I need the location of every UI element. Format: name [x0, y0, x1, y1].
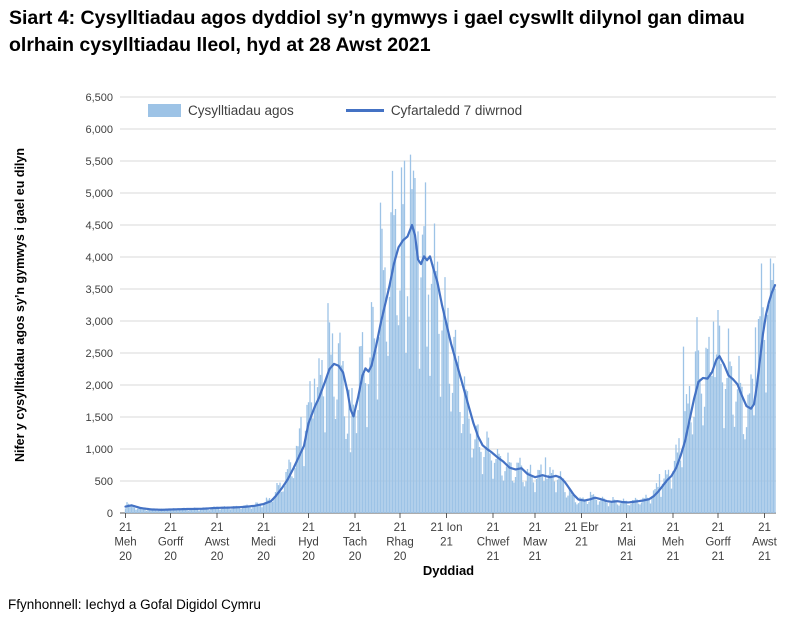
y-tick-label: 1,500 [85, 412, 113, 424]
x-tick-label: 20 [119, 551, 132, 563]
x-tick-label: Awst [752, 537, 778, 549]
x-tick-label: 21 [712, 522, 725, 534]
x-tick-label: 20 [394, 551, 407, 563]
x-tick-label: 21 [349, 522, 362, 534]
x-tick-label: Mai [617, 537, 636, 549]
bar-series-swatch [148, 104, 181, 117]
x-tick-label: 21 [620, 551, 633, 563]
x-tick-label: 21 [302, 522, 315, 534]
x-tick-label: 20 [257, 551, 270, 563]
x-tick-label: 20 [211, 551, 224, 563]
y-tick-label: 1,000 [85, 444, 113, 456]
x-tick-label: Hyd [298, 537, 318, 549]
x-tick-label: 21 [667, 522, 680, 534]
x-tick-label: 21 [211, 522, 224, 534]
x-axis-title: Dyddiad [422, 563, 475, 578]
x-tick-label: 21 [440, 537, 453, 549]
legend-bars-label: Cysylltiadau agos [188, 103, 294, 118]
y-tick-label: 3,000 [85, 316, 113, 328]
x-tick-label: 21 [529, 551, 542, 563]
x-tick-label: 21 [487, 551, 500, 563]
x-tick-label: Awst [205, 537, 231, 549]
y-tick-label: 4,500 [85, 220, 113, 232]
x-tick-label: 21 [394, 522, 407, 534]
x-tick-label: Gorff [705, 537, 731, 549]
x-tick-label: Maw [523, 537, 548, 549]
legend-item-bars: Cysylltiadau agos [148, 103, 294, 118]
x-tick-label: Meh [662, 537, 684, 549]
legend: Cysylltiadau agos Cyfartaledd 7 diwrnod [148, 103, 522, 118]
x-tick-label: 20 [164, 551, 177, 563]
y-tick-label: 0 [107, 508, 113, 520]
chart-title: Siart 4: Cysylltiadau agos dyddiol sy’n … [9, 7, 745, 56]
x-tick-label: 21 [575, 537, 588, 549]
x-tick-label: 21 [758, 551, 771, 563]
y-tick-label: 5,000 [85, 188, 113, 200]
x-tick-label: 21 [257, 522, 270, 534]
legend-item-line: Cyfartaledd 7 diwrnod [345, 103, 523, 118]
y-tick-label: 4,000 [85, 252, 113, 264]
x-tick-label: 21 [164, 522, 177, 534]
x-tick-label: Chwef [477, 537, 510, 549]
x-tick-label: 21 [529, 522, 542, 534]
x-tick-label: Medi [251, 537, 276, 549]
y-axis-title: Nifer y cysylltiadau agos sy’n gymwys i … [13, 148, 27, 463]
daily-bars-series [124, 154, 776, 513]
y-tick-label: 6,500 [85, 92, 113, 104]
x-tick-label: 21 [487, 522, 500, 534]
x-tick-label: 21 [667, 551, 680, 563]
avg-line-series [124, 223, 777, 511]
x-tick-label: Gorff [158, 537, 184, 549]
x-tick-label: 20 [349, 551, 362, 563]
line-series-swatch [345, 109, 384, 112]
y-tick-label: 5,500 [85, 156, 113, 168]
source-note: Ffynhonnell: Iechyd a Gofal Digidol Cymr… [8, 597, 261, 612]
legend-line-label: Cyfartaledd 7 diwrnod [390, 103, 523, 118]
y-tick-label: 6,000 [85, 124, 113, 136]
x-tick-label: 21 [758, 522, 771, 534]
y-tick-label: 3,500 [85, 284, 113, 296]
x-tick-label: 21 Ion [431, 522, 463, 534]
x-tick-label: Meh [114, 537, 136, 549]
y-tick-label: 2,000 [85, 380, 113, 392]
x-tick-label: 21 Ebr [565, 522, 599, 534]
x-tick-label: 21 [119, 522, 132, 534]
x-tick-label: 21 [712, 551, 725, 563]
x-tick-label: 21 [620, 522, 633, 534]
y-tick-label: 2,500 [85, 348, 113, 360]
x-tick-label: Tach [343, 537, 367, 549]
x-tick-label: 20 [302, 551, 315, 563]
x-tick-label: Rhag [386, 537, 414, 549]
y-tick-label: 500 [95, 476, 113, 488]
